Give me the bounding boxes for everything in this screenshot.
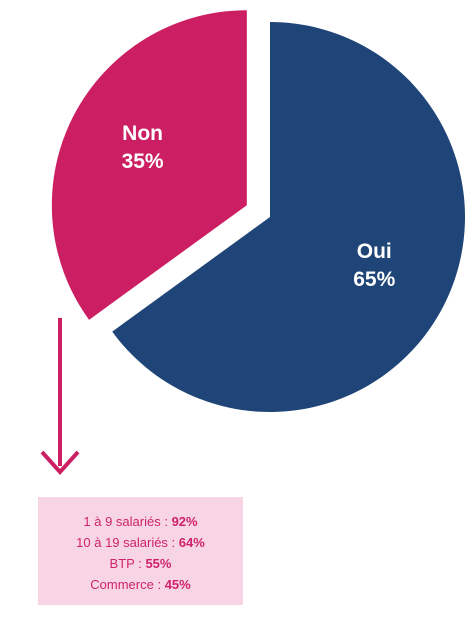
breakdown-label: BTP : <box>109 556 142 571</box>
breakdown-value: 45% <box>164 577 191 592</box>
breakdown-value: 92% <box>171 514 198 529</box>
breakdown-box: 1 à 9 salariés : 92% 10 à 19 salariés : … <box>38 497 243 605</box>
arrow-head <box>40 450 80 475</box>
breakdown-label: Commerce : <box>90 577 162 592</box>
pie-slice <box>51 10 247 320</box>
breakdown-label: 10 à 19 salariés : <box>76 535 176 550</box>
breakdown-value: 55% <box>145 556 172 571</box>
breakdown-line: 10 à 19 salariés : 64% <box>38 532 243 553</box>
category-label: Non <box>122 122 163 145</box>
breakdown-label: 1 à 9 salariés : <box>83 514 168 529</box>
value-label: 65% <box>353 268 395 291</box>
breakdown-value: 64% <box>178 535 205 550</box>
breakdown-line: 1 à 9 salariés : 92% <box>38 511 243 532</box>
pie-slice <box>112 22 465 412</box>
breakdown-line: BTP : 55% <box>38 553 243 574</box>
category-label: Oui <box>357 240 392 263</box>
value-label: 35% <box>122 150 164 173</box>
slice-label: Oui 65% <box>353 240 395 291</box>
breakdown-line: Commerce : 45% <box>38 574 243 595</box>
slice-label: Non 35% <box>122 122 164 173</box>
